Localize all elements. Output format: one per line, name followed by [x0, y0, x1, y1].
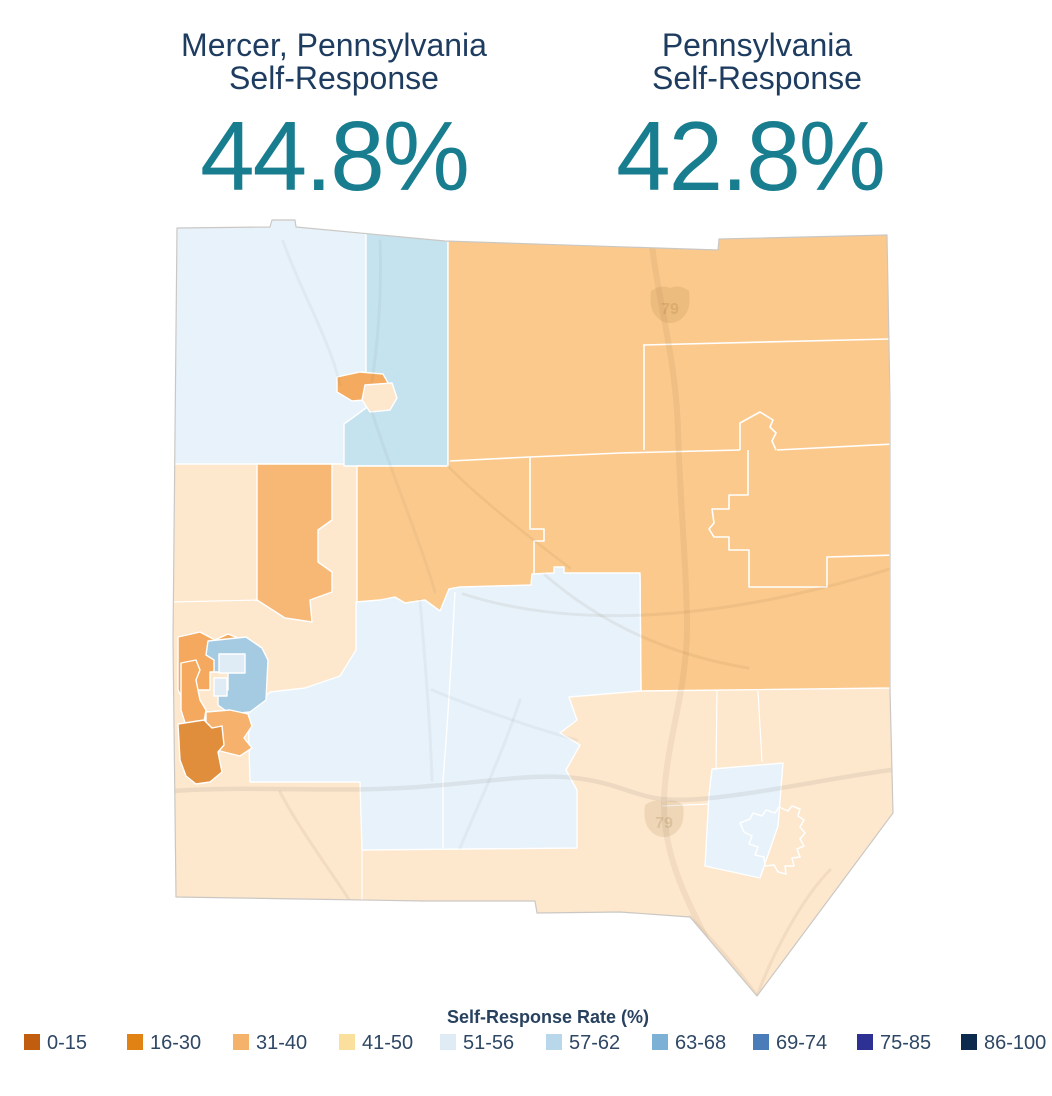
svg-text:79: 79: [655, 815, 673, 832]
svg-text:79: 79: [661, 301, 679, 318]
